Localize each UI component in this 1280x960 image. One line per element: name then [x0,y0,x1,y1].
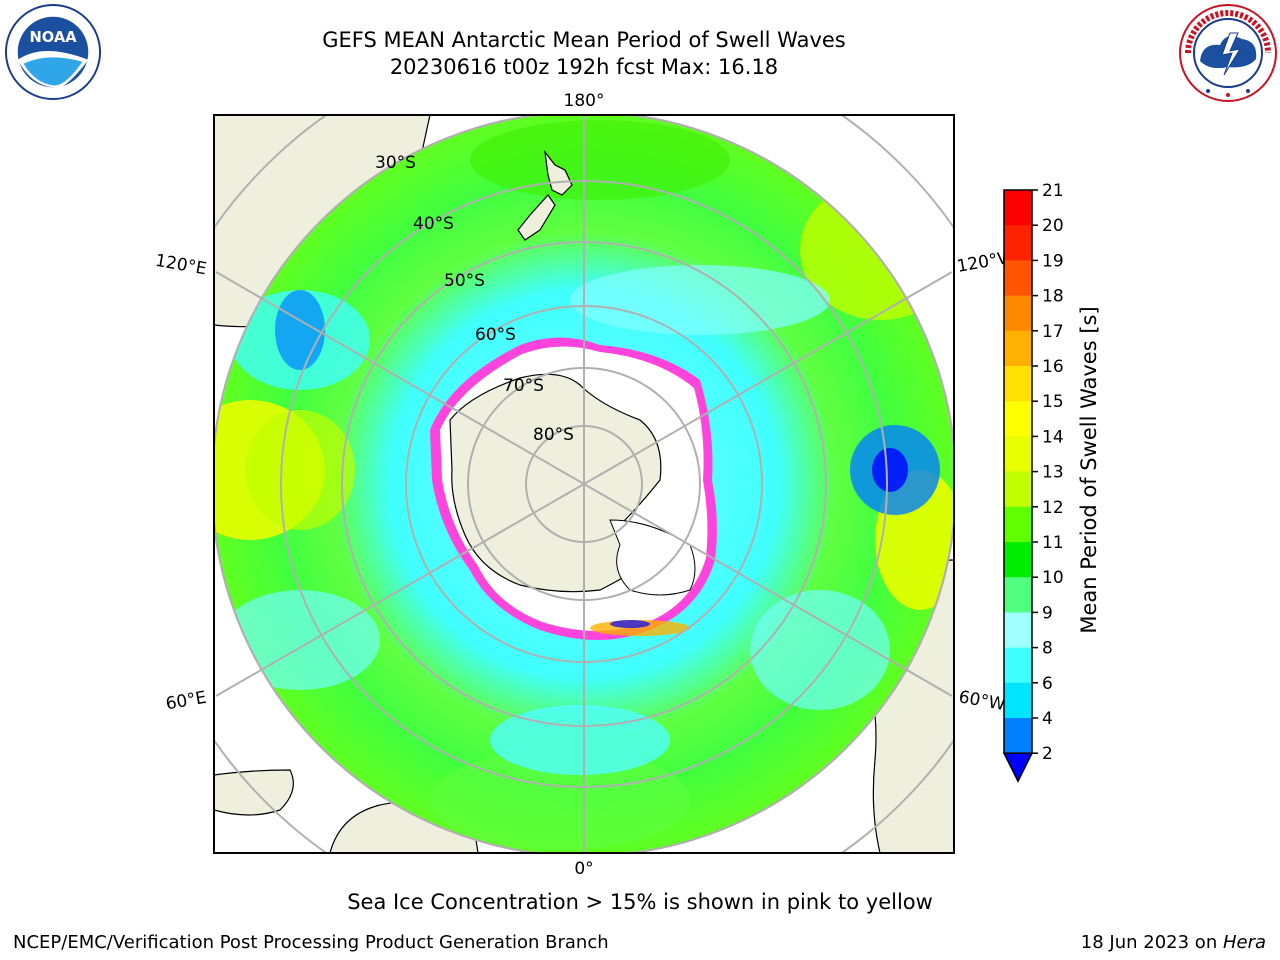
footer-credit: NCEP/EMC/Verification Post Processing Pr… [13,932,609,953]
colorbar-tick-label: 18 [1042,287,1064,307]
colorbar-tick-label: 15 [1042,392,1064,412]
colorbar-segment [1004,260,1032,297]
colorbar-segment [1004,647,1032,684]
colorbar-tick-label: 4 [1042,709,1053,729]
colorbar-segment [1004,436,1032,473]
colorbar-segment [1004,612,1032,649]
colorbar-segment [1004,330,1032,367]
graticule [214,115,954,853]
footer-machine: Hera [1222,932,1266,953]
colorbar-tick-label: 2 [1042,744,1053,764]
noaa-logo: NOAA [4,3,102,101]
sea-ice-caption: Sea Ice Concentration > 15% is shown in … [347,890,933,914]
footer-date-text: 18 Jun 2023 on [1080,932,1223,953]
map-frame [213,114,955,854]
colorbar-tick-label: 12 [1042,498,1064,518]
colorbar-segment [1004,366,1032,402]
colorbar-segment [1004,542,1032,578]
colorbar-tick-label: 14 [1042,427,1064,447]
colorbar-tick-label: 11 [1042,533,1064,553]
colorbar-tick-label: 16 [1042,357,1064,377]
colorbar-tick-label: 17 [1042,322,1064,342]
meridian-label-180: 180° [564,91,605,111]
colorbar-segment [1004,682,1032,719]
parallel-label-70s: 70°S [503,376,544,396]
noaa-logo-text: NOAA [29,29,77,46]
map-content [214,115,954,853]
parallel-label-40s: 40°S [413,214,454,234]
colorbar: 2 4 6 8 9 10 11 12 13 14 15 16 17 18 19 20 21 Mean Perio… [1002,181,1101,783]
ross-ice-shelf [609,519,696,596]
colorbar-tick-label: 21 [1042,181,1064,201]
colorbar-segment [1004,225,1032,261]
colorbar-tick-label: 9 [1042,603,1053,623]
footer-date: 18 Jun 2023 on Hera [1081,932,1266,953]
colorbar-segment [1004,401,1032,437]
meridian-label-60e: 60°E [164,688,208,715]
meridian-label-0: 0° [574,859,593,879]
parallel-label-50s: 50°S [444,271,485,291]
nws-logo [1179,4,1277,102]
colorbar-segment [1004,506,1032,543]
colorbar-segment [1004,718,1032,754]
chart-subtitle: 20230616 t00z 192h fcst Max: 16.18 [389,55,779,79]
parallel-label-30s: 30°S [375,153,416,173]
colorbar-label: Mean Period of Swell Waves [s] [1077,306,1101,633]
colorbar-extend-min [1002,752,1034,783]
parallel-label-60s: 60°S [475,325,516,345]
colorbar-segment [1004,471,1032,508]
colorbar-tick-label: 8 [1042,639,1053,659]
colorbar-tick-label: 19 [1042,251,1064,271]
new-zealand [517,149,573,241]
colorbar-segment [1004,190,1032,226]
parallel-label-80s: 80°S [533,425,574,445]
colorbar-segment [1004,577,1032,613]
meridian-label-120e: 120°E [154,251,208,280]
colorbar-tick-label: 20 [1042,216,1064,236]
colorbar-tick-label: 13 [1042,463,1064,483]
chart-title: GEFS MEAN Antarctic Mean Period of Swell… [322,28,846,52]
colorbar-tick-label: 10 [1042,568,1064,588]
colorbar-segment [1004,295,1032,332]
colorbar-segments [1002,189,1034,783]
colorbar-ticks: 2 4 6 8 9 10 11 12 13 14 15 16 17 18 19 20 21 [1032,181,1064,764]
colorbar-tick-label: 6 [1042,674,1053,694]
